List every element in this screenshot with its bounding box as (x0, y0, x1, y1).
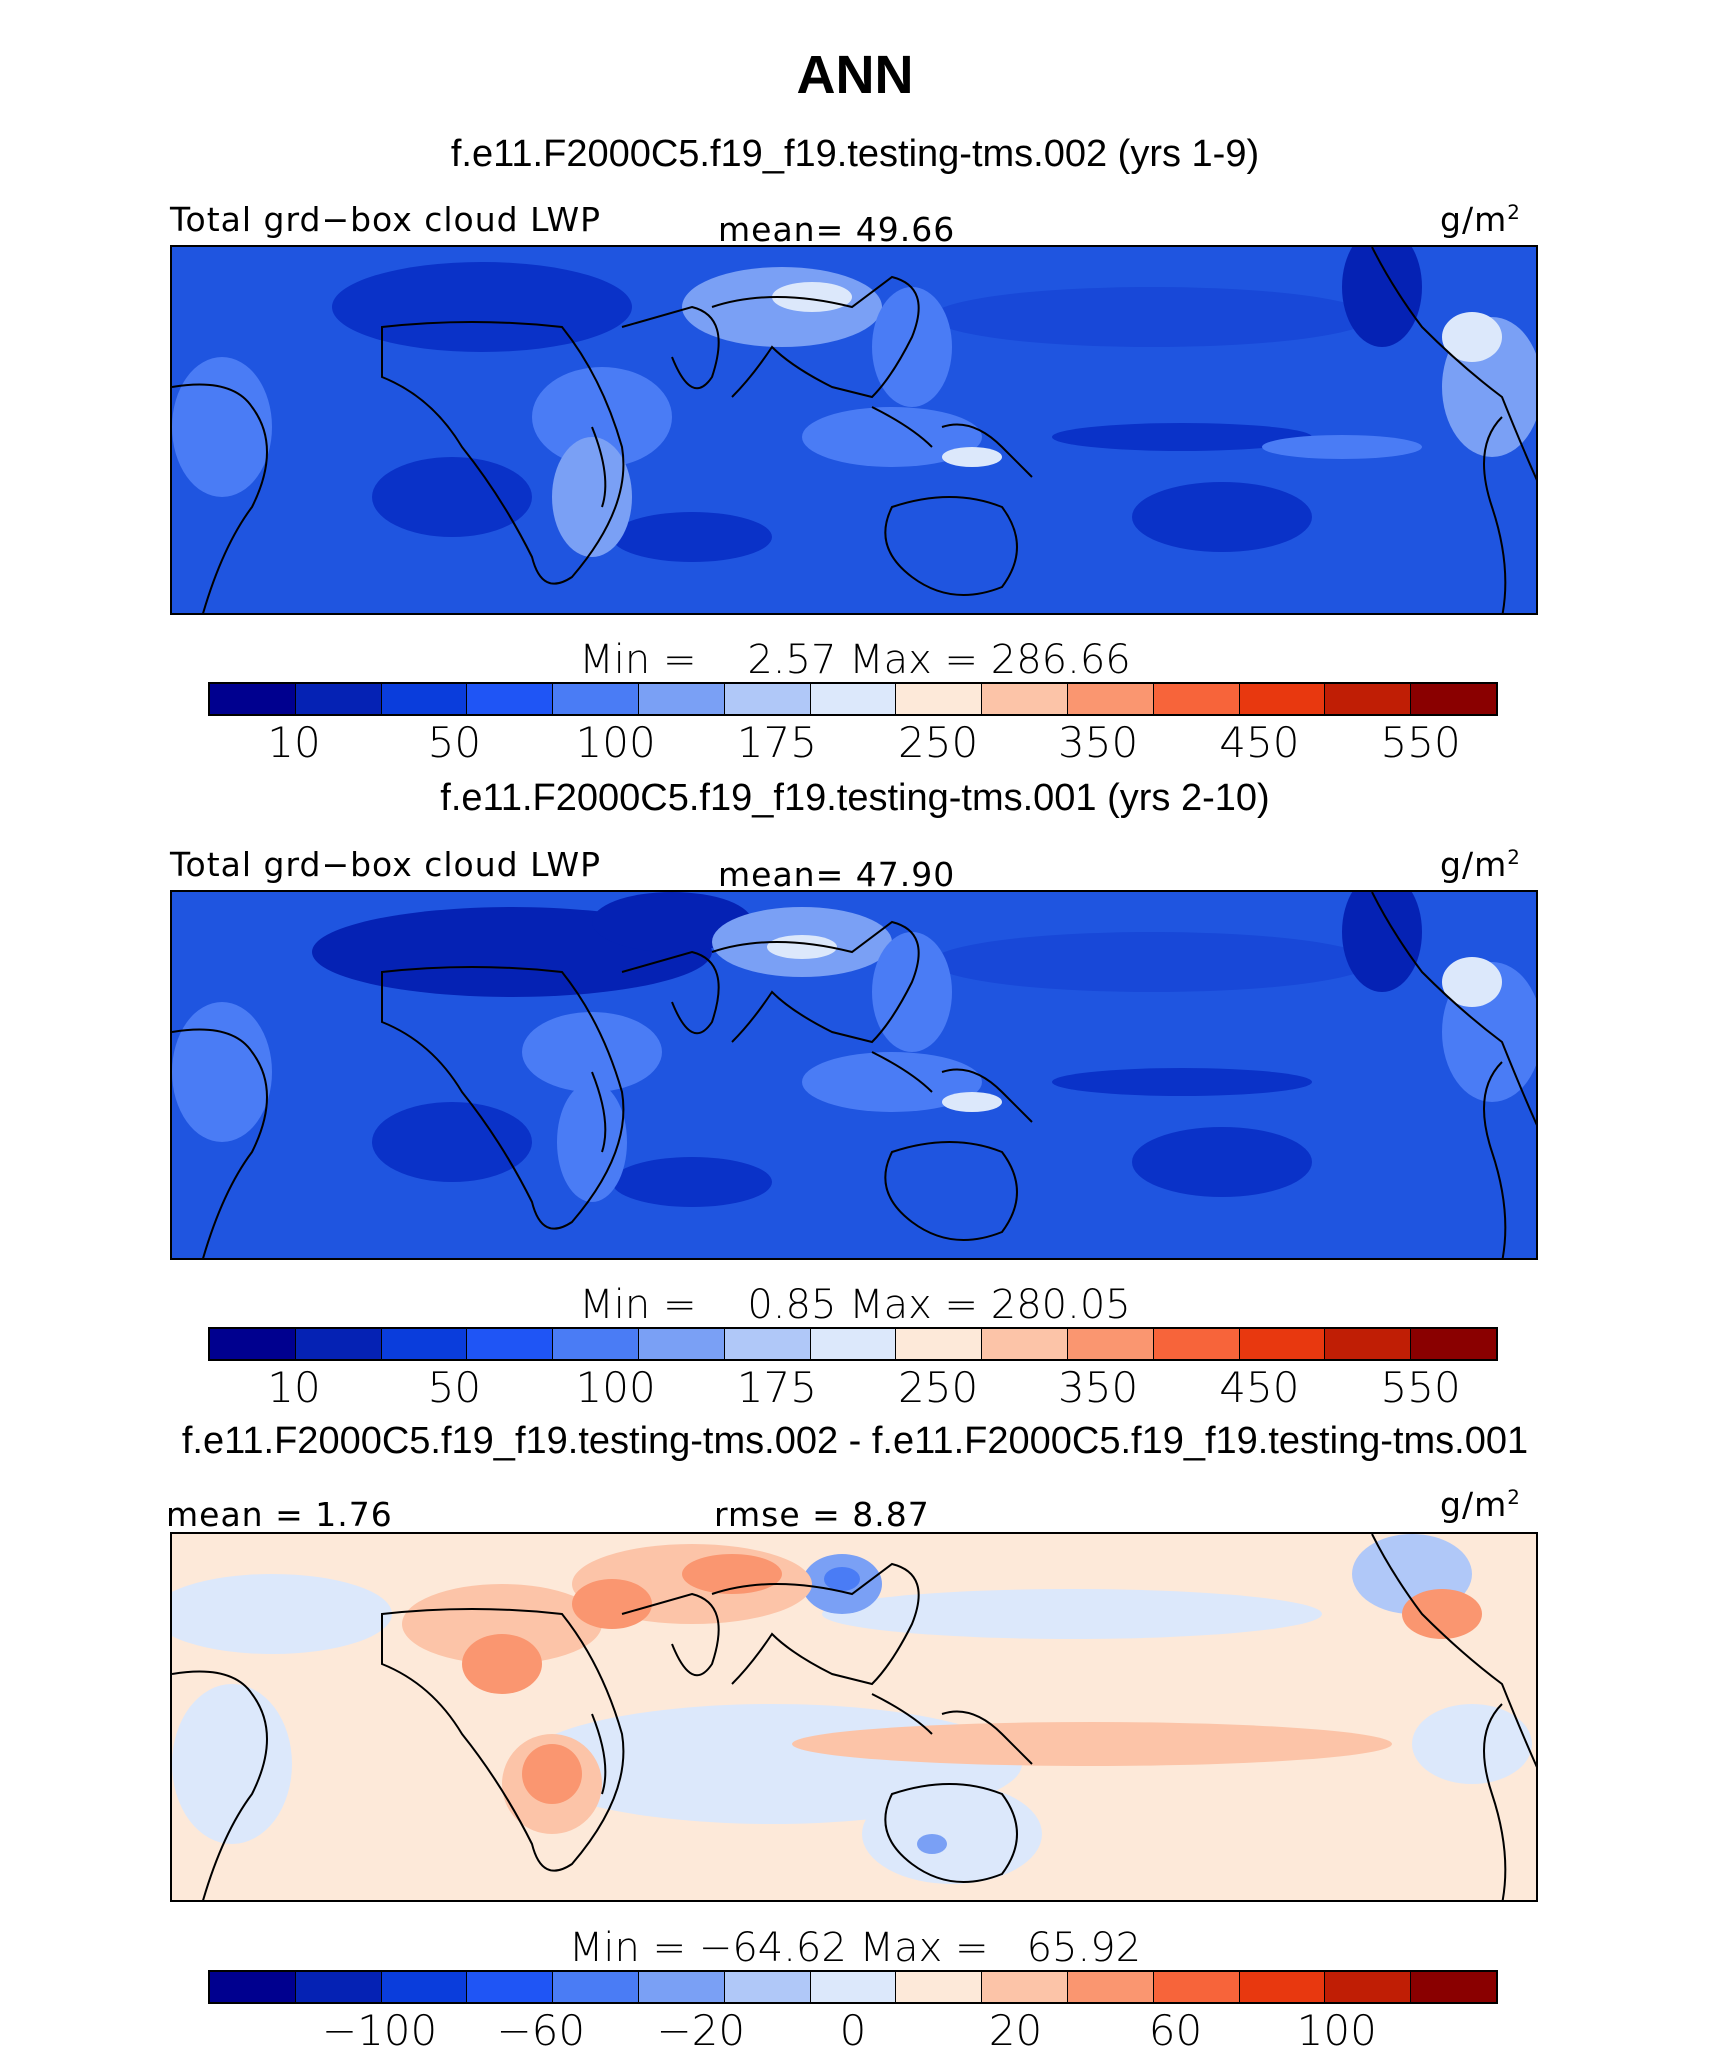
panel2-colorbar (208, 1327, 1498, 1361)
panel2-colorbar-ticks: 10 50 100 175 250 350 450 550 (208, 1363, 1498, 1412)
figure-title: ANN (796, 45, 914, 105)
colorbar-swatch (1239, 1972, 1326, 2002)
colorbar-swatch (381, 1972, 468, 2002)
panel2-minmax: Min = 0.85 Max = 280.05 (579, 1282, 1131, 1328)
colorbar-swatch (210, 684, 296, 714)
colorbar-tick: 250 (898, 1363, 979, 1412)
colorbar-swatch (810, 684, 897, 714)
panel2-units: g/m2 (1440, 845, 1521, 884)
colorbar-swatch (295, 1329, 382, 1359)
colorbar-swatch (724, 1329, 811, 1359)
panel3-colorbar (208, 1970, 1498, 2004)
panel3-mean-label: mean = 1.76 (166, 1495, 393, 1534)
colorbar-swatch (982, 684, 1068, 714)
colorbar-tick: 50 (427, 718, 482, 767)
panel3-minmax: Min = −64.62 Max = 65.92 (568, 1925, 1142, 1971)
panel1-units: g/m2 (1440, 200, 1521, 239)
panel3-map (170, 1532, 1538, 1902)
colorbar-swatch (467, 1329, 554, 1359)
colorbar-swatch (638, 684, 725, 714)
colorbar-tick: 175 (736, 718, 817, 767)
colorbar-swatch (210, 1329, 296, 1359)
colorbar-swatch (638, 1972, 725, 2002)
panel1-mean-label: mean= 49.66 (718, 210, 956, 249)
colorbar-tick: 175 (736, 1363, 817, 1412)
colorbar-tick: 250 (898, 718, 979, 767)
colorbar-swatch (1239, 1329, 1326, 1359)
panel1-case-title: f.e11.F2000C5.f19_f19.testing-tms.002 (y… (450, 133, 1260, 175)
colorbar-swatch (1411, 1329, 1496, 1359)
panel2-mean-label: mean= 47.90 (718, 855, 956, 894)
panel2-map (170, 890, 1538, 1260)
panel1-map (170, 245, 1538, 615)
colorbar-tick: 10 (267, 718, 321, 767)
colorbar-tick: 100 (575, 718, 656, 767)
colorbar-swatch (724, 1972, 811, 2002)
panel3-colorbar-ticks: −100 −60 −20 0 20 60 100 (208, 2006, 1498, 2055)
colorbar-swatch (1239, 684, 1326, 714)
colorbar-swatch (1411, 684, 1496, 714)
panel1-colorbar (208, 682, 1498, 716)
colorbar-swatch (1325, 684, 1412, 714)
colorbar-tick: 20 (988, 2006, 1043, 2055)
colorbar-swatch (210, 1972, 296, 2002)
panel1-minmax: Min = 2.57 Max = 286.66 (579, 637, 1131, 683)
colorbar-tick: 450 (1219, 1363, 1300, 1412)
colorbar-tick: 0 (839, 2006, 867, 2055)
colorbar-swatch (381, 1329, 468, 1359)
panel2-case-title: f.e11.F2000C5.f19_f19.testing-tms.001 (y… (440, 777, 1270, 819)
colorbar-tick: 550 (1380, 1363, 1461, 1412)
colorbar-tick: −20 (656, 2006, 746, 2055)
panel3-case-title: f.e11.F2000C5.f19_f19.testing-tms.002 - … (181, 1420, 1529, 1462)
colorbar-tick: 60 (1148, 2006, 1203, 2055)
colorbar-swatch (982, 1329, 1068, 1359)
colorbar-swatch (896, 684, 983, 714)
panel2-field-label: Total grd−box cloud LWP (170, 845, 601, 884)
colorbar-swatch (1153, 684, 1240, 714)
colorbar-tick: −100 (321, 2006, 438, 2055)
colorbar-tick: −60 (496, 2006, 586, 2055)
colorbar-swatch (553, 684, 639, 714)
colorbar-tick: 50 (427, 1363, 482, 1412)
colorbar-swatch (553, 1329, 639, 1359)
colorbar-tick: 10 (267, 1363, 321, 1412)
colorbar-swatch (1153, 1972, 1240, 2002)
colorbar-swatch (295, 1972, 382, 2002)
colorbar-swatch (810, 1329, 897, 1359)
colorbar-swatch (896, 1329, 983, 1359)
colorbar-swatch (724, 684, 811, 714)
colorbar-swatch (1067, 1972, 1154, 2002)
colorbar-tick: 350 (1058, 718, 1139, 767)
colorbar-swatch (896, 1972, 983, 2002)
colorbar-swatch (553, 1972, 639, 2002)
colorbar-swatch (1325, 1972, 1412, 2002)
colorbar-swatch (810, 1972, 897, 2002)
colorbar-swatch (295, 684, 382, 714)
colorbar-swatch (638, 1329, 725, 1359)
colorbar-swatch (467, 684, 554, 714)
colorbar-tick: 100 (575, 1363, 656, 1412)
colorbar-swatch (1067, 1329, 1154, 1359)
colorbar-tick: 450 (1219, 718, 1300, 767)
colorbar-swatch (381, 684, 468, 714)
panel1-colorbar-ticks: 10 50 100 175 250 350 450 550 (208, 718, 1498, 767)
colorbar-swatch (1067, 684, 1154, 714)
panel3-rmse-label: rmse = 8.87 (714, 1495, 930, 1534)
colorbar-tick: 550 (1380, 718, 1461, 767)
panel1-field-label: Total grd−box cloud LWP (170, 200, 601, 239)
colorbar-swatch (467, 1972, 554, 2002)
colorbar-swatch (1153, 1329, 1240, 1359)
colorbar-tick: 100 (1296, 2006, 1377, 2055)
colorbar-swatch (1325, 1329, 1412, 1359)
colorbar-swatch (1411, 1972, 1496, 2002)
colorbar-tick: 350 (1058, 1363, 1139, 1412)
panel3-units: g/m2 (1440, 1485, 1521, 1524)
colorbar-swatch (982, 1972, 1068, 2002)
